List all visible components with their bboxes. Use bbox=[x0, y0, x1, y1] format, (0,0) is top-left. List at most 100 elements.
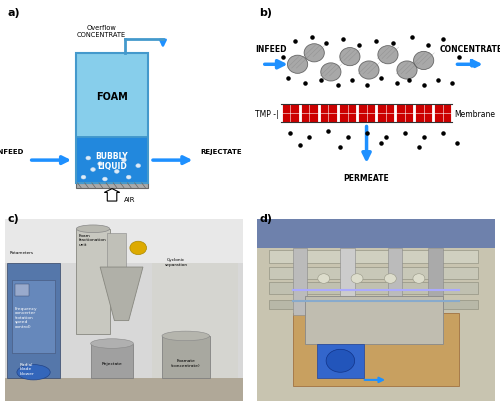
Bar bbox=[108, 233, 126, 267]
Circle shape bbox=[318, 274, 330, 283]
Point bbox=[438, 37, 446, 44]
Ellipse shape bbox=[378, 47, 398, 65]
Point bbox=[448, 81, 456, 87]
Point bbox=[388, 41, 396, 47]
Bar bbox=[269, 250, 478, 264]
Point bbox=[308, 35, 316, 42]
Bar bbox=[76, 183, 148, 188]
Bar bbox=[304, 296, 442, 344]
Point bbox=[356, 43, 364, 49]
Text: Cyclonic
separation: Cyclonic separation bbox=[164, 258, 188, 266]
Ellipse shape bbox=[162, 331, 210, 341]
Polygon shape bbox=[100, 267, 143, 321]
Bar bbox=[162, 336, 210, 378]
Bar bbox=[316, 344, 364, 378]
Bar bbox=[293, 248, 307, 315]
Circle shape bbox=[102, 178, 108, 181]
Text: a): a) bbox=[8, 8, 20, 18]
Text: Overflow
CONCENTRATE: Overflow CONCENTRATE bbox=[77, 26, 126, 38]
Text: Frequency
converter
(rotation
speed
control): Frequency converter (rotation speed cont… bbox=[14, 306, 37, 328]
Circle shape bbox=[90, 168, 96, 172]
Ellipse shape bbox=[90, 339, 134, 348]
Bar bbox=[293, 313, 460, 386]
Bar bbox=[320, 105, 337, 122]
Bar bbox=[377, 105, 394, 122]
Point bbox=[377, 75, 385, 82]
Text: Foamate
(concentrate): Foamate (concentrate) bbox=[171, 358, 200, 367]
Point bbox=[362, 83, 370, 90]
Bar bbox=[340, 248, 354, 315]
Text: d): d) bbox=[260, 214, 272, 224]
Point bbox=[434, 77, 442, 83]
Point bbox=[286, 130, 294, 137]
Text: INFEED: INFEED bbox=[0, 149, 24, 155]
Point bbox=[322, 41, 330, 47]
Bar bbox=[90, 344, 134, 378]
Point bbox=[291, 39, 299, 45]
Point bbox=[336, 144, 344, 150]
Bar bbox=[76, 54, 148, 138]
Bar bbox=[388, 248, 402, 315]
Text: Foam
fractionation
unit: Foam fractionation unit bbox=[78, 233, 106, 246]
Text: PERMEATE: PERMEATE bbox=[344, 174, 390, 183]
Bar bbox=[76, 229, 110, 334]
Bar bbox=[339, 105, 356, 122]
Circle shape bbox=[122, 159, 126, 162]
Bar bbox=[428, 248, 442, 315]
Point bbox=[382, 134, 390, 141]
Point bbox=[453, 140, 461, 147]
Bar bbox=[8, 264, 60, 378]
Point bbox=[415, 144, 423, 150]
Bar bbox=[5, 378, 243, 401]
Circle shape bbox=[384, 274, 396, 283]
Circle shape bbox=[126, 176, 131, 179]
Bar bbox=[269, 267, 478, 279]
Ellipse shape bbox=[397, 62, 417, 80]
Point bbox=[456, 54, 464, 61]
Text: BUBBLY
LIQUID: BUBBLY LIQUID bbox=[96, 152, 128, 171]
Ellipse shape bbox=[340, 49, 360, 66]
Bar bbox=[14, 285, 29, 296]
Point bbox=[334, 83, 342, 90]
Point bbox=[400, 130, 408, 137]
Ellipse shape bbox=[17, 364, 50, 380]
Bar bbox=[257, 220, 495, 248]
Point bbox=[296, 142, 304, 149]
Circle shape bbox=[86, 157, 90, 160]
Circle shape bbox=[98, 162, 102, 166]
Bar bbox=[76, 138, 148, 183]
Ellipse shape bbox=[76, 226, 110, 233]
Ellipse shape bbox=[288, 56, 308, 74]
Bar bbox=[269, 300, 478, 309]
Circle shape bbox=[136, 164, 140, 168]
Point bbox=[424, 43, 432, 49]
Bar bbox=[76, 54, 148, 183]
Point bbox=[406, 77, 413, 83]
Bar bbox=[358, 105, 375, 122]
Text: CONCENTRATE: CONCENTRATE bbox=[440, 45, 500, 54]
Point bbox=[408, 35, 416, 42]
Text: Rejectate: Rejectate bbox=[102, 361, 122, 365]
Circle shape bbox=[413, 274, 425, 283]
Text: AIR: AIR bbox=[124, 197, 136, 202]
Ellipse shape bbox=[321, 64, 341, 82]
Text: TMP -|: TMP -| bbox=[255, 109, 278, 118]
Point bbox=[324, 129, 332, 135]
Text: Radial
blade
blower: Radial blade blower bbox=[20, 362, 34, 375]
Circle shape bbox=[81, 176, 86, 179]
Bar bbox=[282, 105, 299, 122]
Bar bbox=[301, 105, 318, 122]
Bar bbox=[12, 281, 55, 353]
Point bbox=[344, 134, 351, 141]
Point bbox=[339, 37, 347, 44]
Text: FOAM: FOAM bbox=[96, 92, 128, 102]
Ellipse shape bbox=[304, 45, 324, 63]
Text: b): b) bbox=[260, 8, 272, 18]
Point bbox=[438, 130, 446, 137]
Bar bbox=[269, 283, 478, 294]
Bar bbox=[396, 105, 413, 122]
Point bbox=[362, 130, 370, 137]
Circle shape bbox=[114, 170, 119, 174]
Point bbox=[318, 77, 326, 83]
Point bbox=[372, 39, 380, 45]
